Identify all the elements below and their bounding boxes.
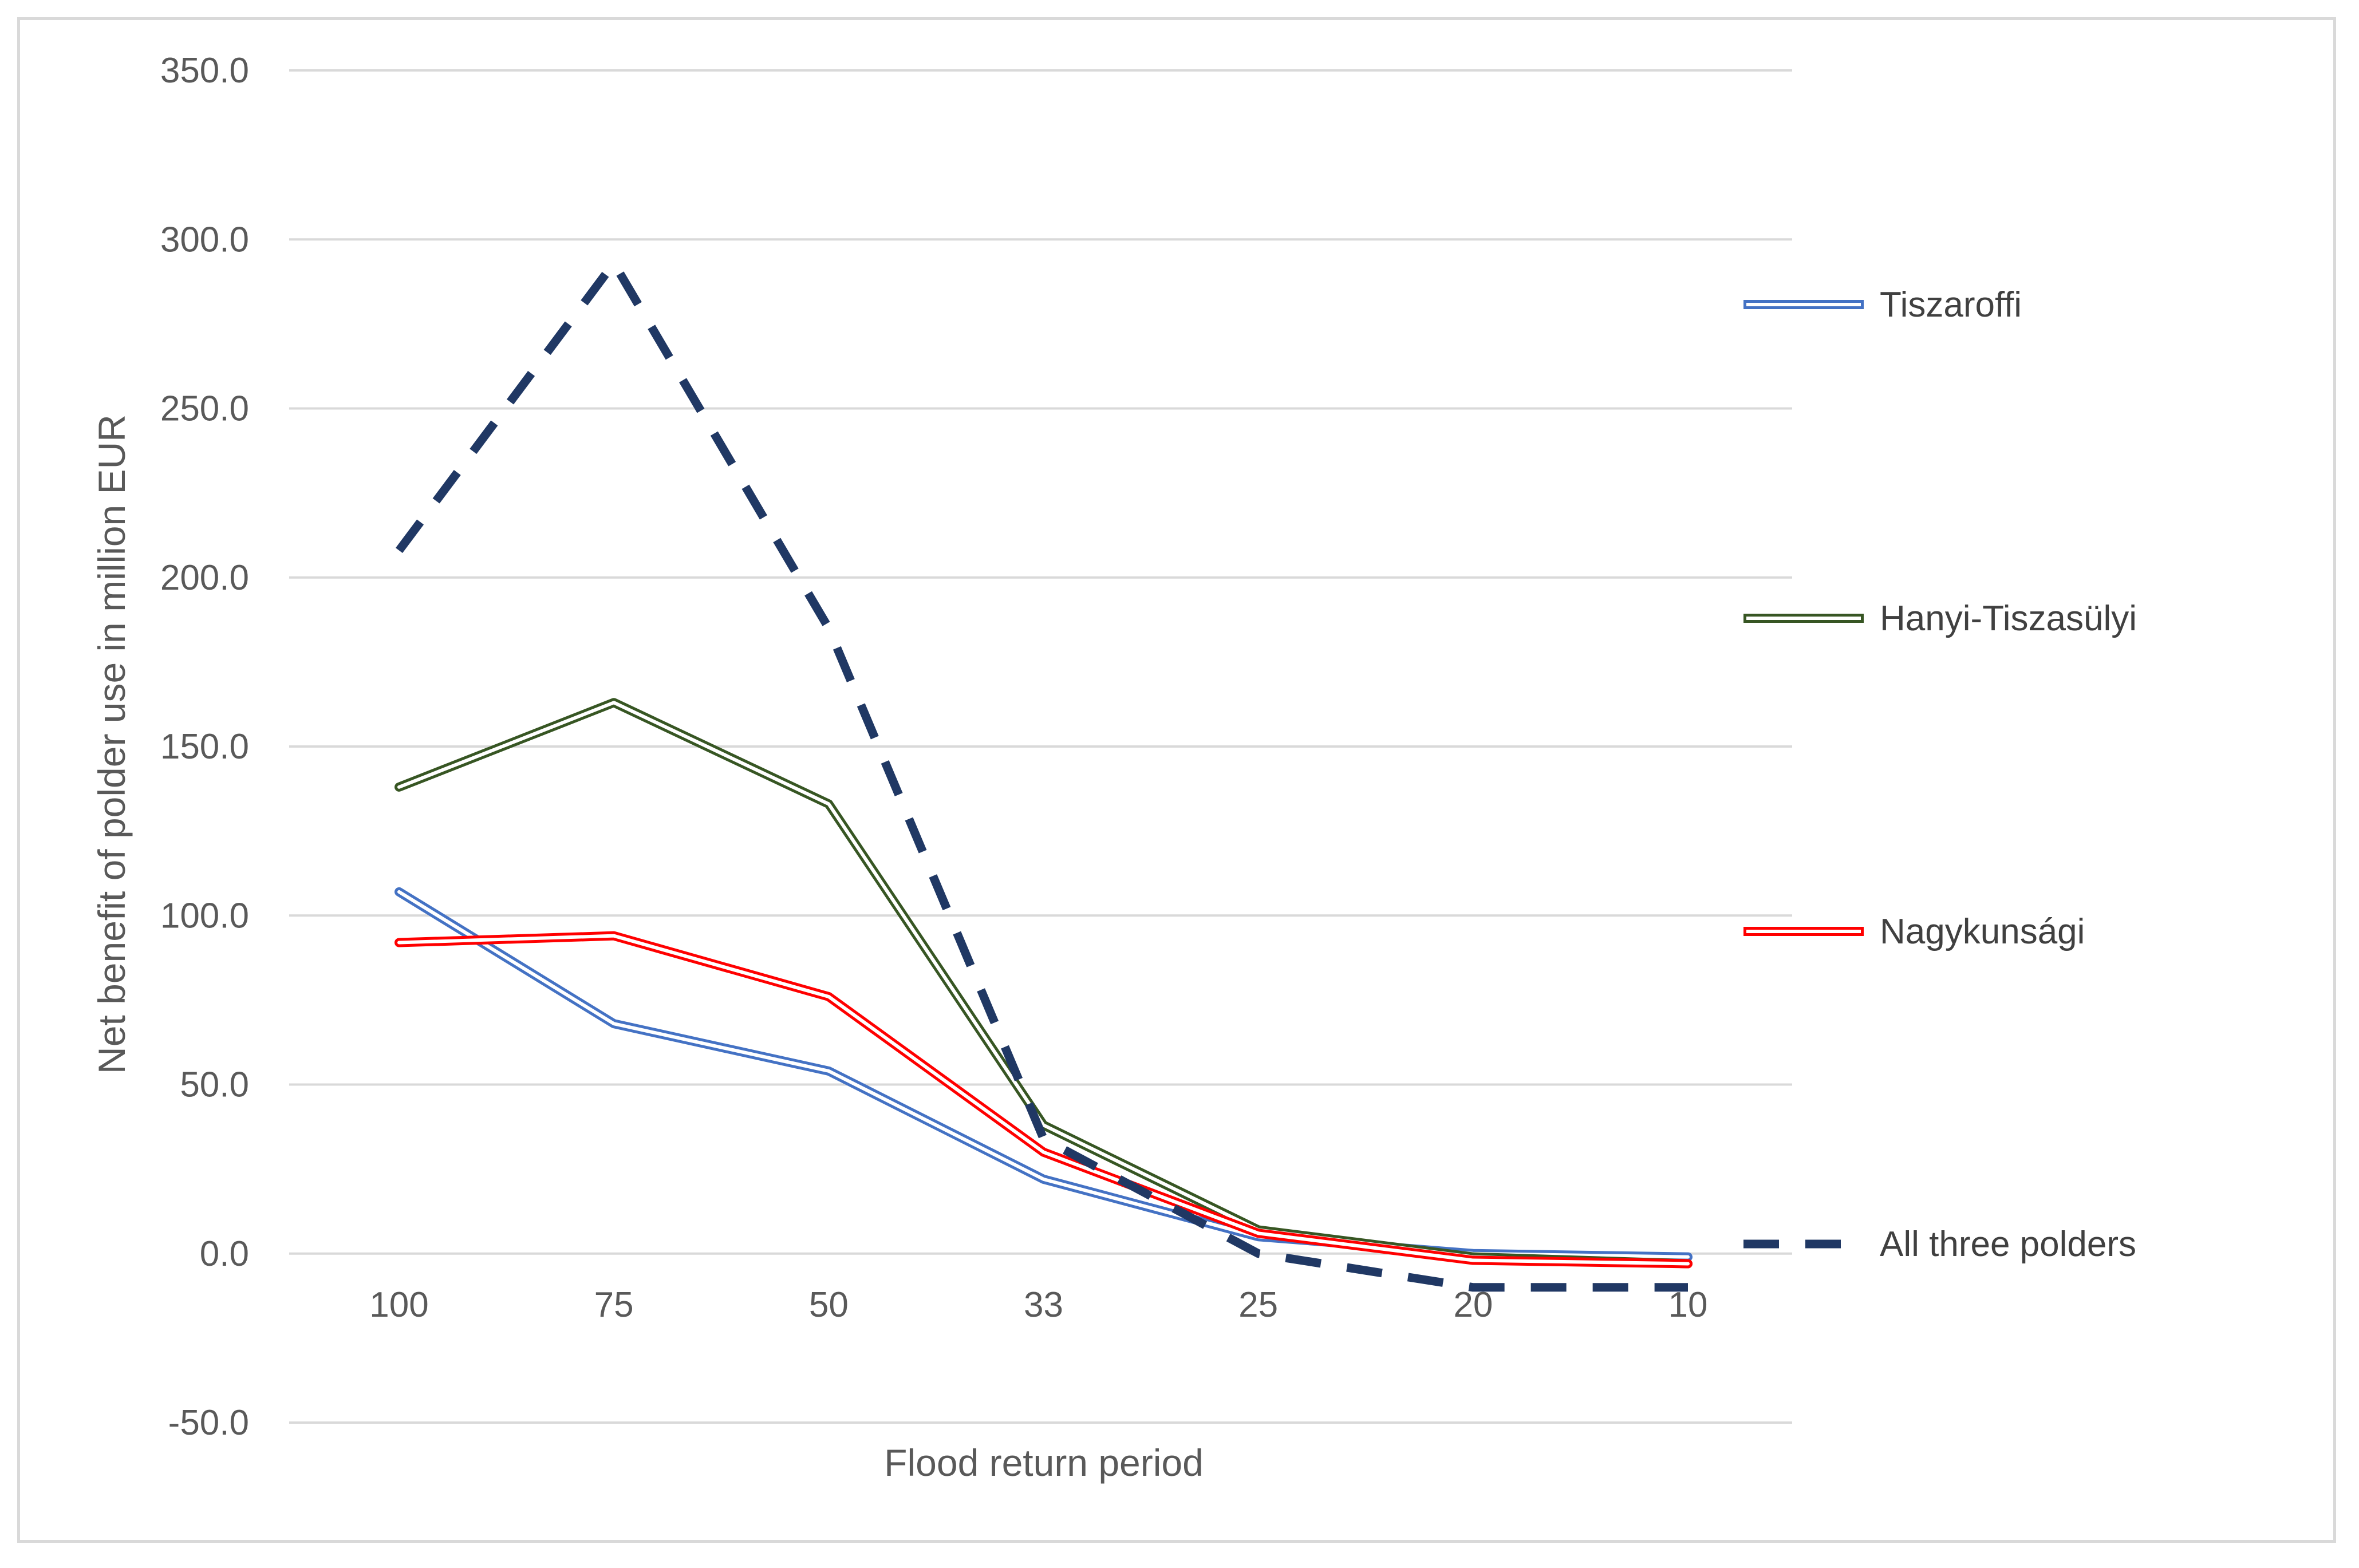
series-line-inner	[397, 890, 1690, 1259]
legend-label: All three polders	[1880, 1225, 2136, 1264]
series-tiszaroffi	[395, 887, 1693, 1262]
legend-item-nagykuns-gi: Nagykunsági	[1743, 912, 2085, 951]
series-line	[395, 259, 1688, 1292]
series-line	[395, 887, 1693, 1262]
chart-frame	[17, 17, 2336, 1543]
y-tick-label: 0.0	[200, 1234, 249, 1274]
y-tick-label: 250.0	[160, 389, 249, 429]
y-tick-label: 300.0	[160, 220, 249, 259]
legend-item-tiszaroffi: Tiszaroffi	[1743, 285, 2022, 325]
series-line-inner	[397, 934, 1690, 1266]
series-line	[395, 931, 1693, 1269]
legend-label: Tiszaroffi	[1880, 285, 2022, 325]
y-tick-label: 350.0	[160, 51, 249, 90]
y-tick-label: 50.0	[180, 1065, 249, 1105]
legend-item-hanyi-tiszas-lyi: Hanyi-Tiszasülyi	[1743, 599, 2137, 638]
gridlines	[289, 69, 1792, 1424]
x-tick-label: 33	[1024, 1285, 1063, 1325]
x-tick-label: 50	[809, 1285, 849, 1325]
x-tick-label: 100	[369, 1285, 428, 1325]
y-tick-label: 150.0	[160, 727, 249, 767]
y-axis-title: Net benefit of polder use in million EUR	[90, 414, 133, 1074]
y-axis-ticks: 350.0 300.0 250.0 200.0 150.0 100.0 50.0 0.0 -50…	[160, 51, 249, 1443]
y-tick-label: 100.0	[160, 896, 249, 935]
series-all-three-polders	[395, 259, 1688, 1292]
legend-item-all-three-polders: All three polders	[1743, 1225, 2136, 1264]
x-axis-ticks: 100 75 50 33 25 20 10	[369, 1285, 1707, 1325]
series-nagykuns-gi	[395, 931, 1693, 1269]
x-axis-title: Flood return period	[884, 1441, 1204, 1484]
y-tick-label: 200.0	[160, 558, 249, 598]
series-lines	[395, 259, 1693, 1292]
x-tick-label: 25	[1238, 1285, 1278, 1325]
x-tick-label: 75	[594, 1285, 634, 1325]
legend-label: Hanyi-Tiszasülyi	[1880, 599, 2137, 638]
legend-label: Nagykunsági	[1880, 912, 2085, 951]
y-tick-label: -50.0	[168, 1403, 249, 1443]
legend: Tiszaroffi Hanyi-Tiszasülyi Nagykunsági All…	[1743, 285, 2137, 1264]
